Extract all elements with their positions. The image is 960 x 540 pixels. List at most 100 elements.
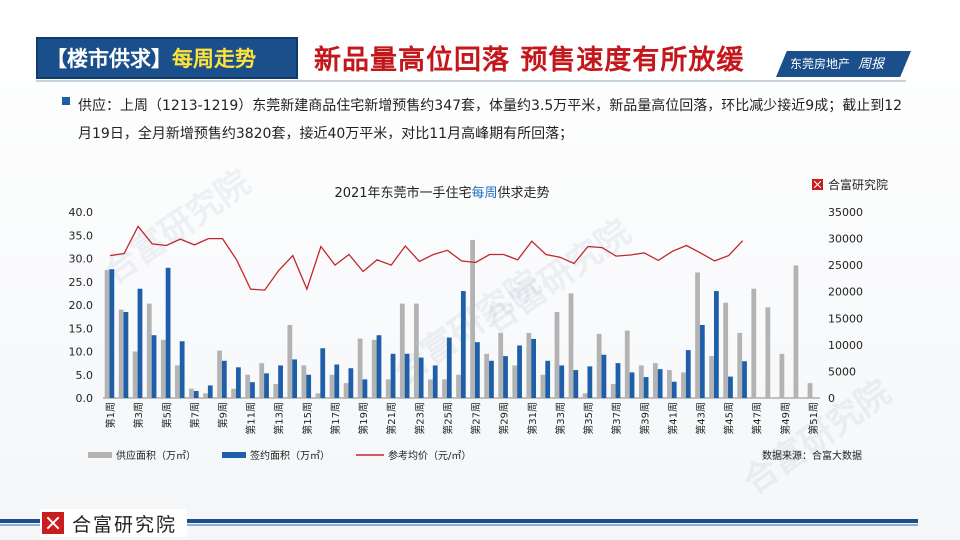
sales-bar bbox=[559, 365, 565, 398]
footer-brand: 合富研究院 bbox=[40, 509, 188, 537]
x-tick-label: 第7周 bbox=[188, 402, 201, 428]
chart-title-highlight: 每周 bbox=[472, 185, 498, 201]
x-tick-label: 第27周 bbox=[470, 402, 483, 435]
report-tag-label: 东莞房地产 bbox=[790, 57, 851, 71]
supply-bar bbox=[259, 363, 265, 398]
sales-bar bbox=[587, 366, 593, 398]
supply-bar bbox=[104, 270, 110, 398]
supply-bar bbox=[596, 333, 602, 398]
legend-label-supply: 供应面积（万㎡） bbox=[116, 449, 196, 462]
brand-logo-icon bbox=[812, 179, 823, 190]
y-left-tick-label: 20.0 bbox=[69, 299, 94, 312]
supply-bar bbox=[540, 374, 546, 398]
section-category-highlight: 每周走势 bbox=[172, 47, 256, 71]
y-left-tick-label: 30.0 bbox=[69, 253, 94, 266]
sales-bar bbox=[221, 360, 227, 398]
footer-rule-thin bbox=[0, 524, 918, 526]
x-tick-label: 第39周 bbox=[638, 402, 651, 435]
y-right-tick-label: 30000 bbox=[828, 233, 863, 246]
page-headline: 新品量高位回落 预售速度有所放缓 bbox=[314, 45, 745, 76]
y-right-tick-label: 0 bbox=[828, 392, 835, 405]
x-tick-label: 第15周 bbox=[301, 402, 314, 435]
sales-bar bbox=[615, 363, 621, 398]
sales-bar bbox=[699, 324, 705, 398]
sales-bar bbox=[376, 335, 382, 398]
sales-bar bbox=[460, 291, 466, 398]
supply-bar bbox=[582, 393, 588, 398]
summary-text: 供应：上周（1213-1219）东莞新建商品住宅新增预售约347套，体量约3.5… bbox=[78, 98, 903, 142]
supply-bar bbox=[273, 384, 279, 398]
x-tick-label: 第17周 bbox=[329, 402, 342, 435]
price-line bbox=[109, 225, 744, 291]
supply-bar bbox=[723, 302, 729, 398]
supply-bar bbox=[807, 383, 813, 398]
supply-bar bbox=[695, 272, 700, 398]
supply-bar bbox=[160, 339, 166, 398]
y-right-tick-label: 35000 bbox=[828, 206, 863, 219]
sales-bar bbox=[207, 385, 213, 398]
supply-bar bbox=[118, 309, 124, 398]
sales-bar bbox=[545, 360, 551, 398]
sales-bar bbox=[250, 382, 255, 398]
y-right-tick-label: 15000 bbox=[828, 312, 863, 325]
supply-bar bbox=[667, 370, 672, 398]
supply-bar bbox=[638, 365, 644, 398]
supply-bar bbox=[610, 384, 616, 398]
data-source: 数据来源：合富大数据 bbox=[762, 449, 862, 462]
x-tick-label: 第13周 bbox=[273, 402, 286, 435]
sales-bar bbox=[643, 377, 649, 398]
report-tag-script: 周报 bbox=[858, 57, 885, 72]
x-tick-label: 第37周 bbox=[610, 402, 623, 435]
supply-bar bbox=[428, 379, 433, 398]
sales-bar bbox=[137, 288, 143, 398]
supply-bar bbox=[779, 353, 785, 398]
sales-bar bbox=[348, 368, 354, 398]
x-tick-label: 第51周 bbox=[807, 402, 820, 435]
supply-bar bbox=[484, 353, 490, 398]
supply-bar bbox=[132, 351, 138, 398]
supply-bar bbox=[245, 374, 251, 398]
y-right-tick-label: 10000 bbox=[828, 339, 863, 352]
chart-title-suffix: 供求走势 bbox=[498, 185, 550, 201]
y-left-tick-label: 25.0 bbox=[69, 276, 94, 289]
supply-bar bbox=[203, 393, 208, 398]
sales-bar bbox=[418, 357, 424, 398]
sales-bar bbox=[292, 359, 298, 398]
y-left-tick-label: 15.0 bbox=[69, 322, 94, 335]
header-divider bbox=[36, 80, 906, 82]
supply-bar bbox=[526, 332, 532, 398]
sales-bar bbox=[474, 342, 480, 398]
x-tick-label: 第21周 bbox=[385, 402, 398, 435]
supply-bar bbox=[624, 330, 630, 398]
x-tick-label: 第9周 bbox=[217, 402, 230, 428]
legend-swatch-supply bbox=[88, 452, 112, 458]
supply-bar bbox=[652, 363, 658, 398]
x-tick-label: 第41周 bbox=[666, 402, 679, 435]
chart-title: 2021年东莞市一手住宅每周供求走势 bbox=[334, 185, 549, 201]
report-tag: 东莞房地产 周报 bbox=[776, 51, 911, 77]
supply-bar bbox=[442, 379, 447, 398]
supply-bar bbox=[751, 288, 757, 398]
chart-title-prefix: 2021年东莞市一手住宅 bbox=[334, 185, 471, 201]
x-tick-label: 第35周 bbox=[582, 402, 595, 435]
sales-bar bbox=[165, 267, 171, 398]
sales-bar bbox=[531, 338, 537, 398]
legend-label-price: 参考均价（元/㎡） bbox=[388, 449, 471, 462]
supply-bar bbox=[554, 311, 560, 398]
y-left-tick-label: 40.0 bbox=[69, 206, 94, 219]
sales-bar bbox=[390, 353, 396, 398]
legend-label-sales: 签约面积（万㎡） bbox=[250, 449, 330, 462]
supply-bar bbox=[413, 303, 419, 398]
x-tick-label: 第49周 bbox=[779, 402, 792, 435]
x-tick-label: 第1周 bbox=[104, 402, 117, 428]
sales-bar bbox=[278, 365, 283, 398]
x-tick-label: 第45周 bbox=[723, 402, 736, 435]
y-left-tick-label: 5.0 bbox=[76, 369, 94, 382]
x-tick-label: 第29周 bbox=[498, 402, 511, 435]
bullet-icon bbox=[62, 97, 70, 105]
supply-bar bbox=[231, 388, 236, 398]
supply-bar bbox=[315, 393, 321, 398]
supply-bar bbox=[146, 303, 152, 398]
sales-bar bbox=[601, 354, 607, 398]
